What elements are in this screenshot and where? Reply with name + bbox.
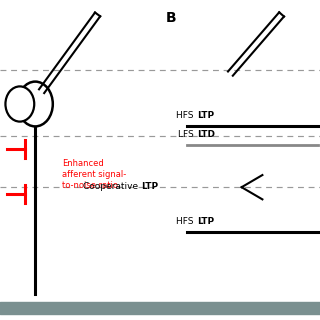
Text: LTP: LTP — [141, 182, 158, 191]
Ellipse shape — [5, 86, 34, 122]
Text: LTP: LTP — [197, 111, 214, 120]
Text: LFS: LFS — [178, 130, 197, 139]
Text: Enhanced
afferent signal-
to-noise ratio: Enhanced afferent signal- to-noise ratio — [62, 159, 127, 190]
Text: HFS: HFS — [176, 111, 197, 120]
Text: B: B — [166, 11, 177, 25]
Text: LTP: LTP — [197, 217, 214, 226]
Text: LTD: LTD — [197, 130, 215, 139]
Text: Cooperative: Cooperative — [83, 182, 141, 191]
Text: HFS: HFS — [176, 217, 197, 226]
